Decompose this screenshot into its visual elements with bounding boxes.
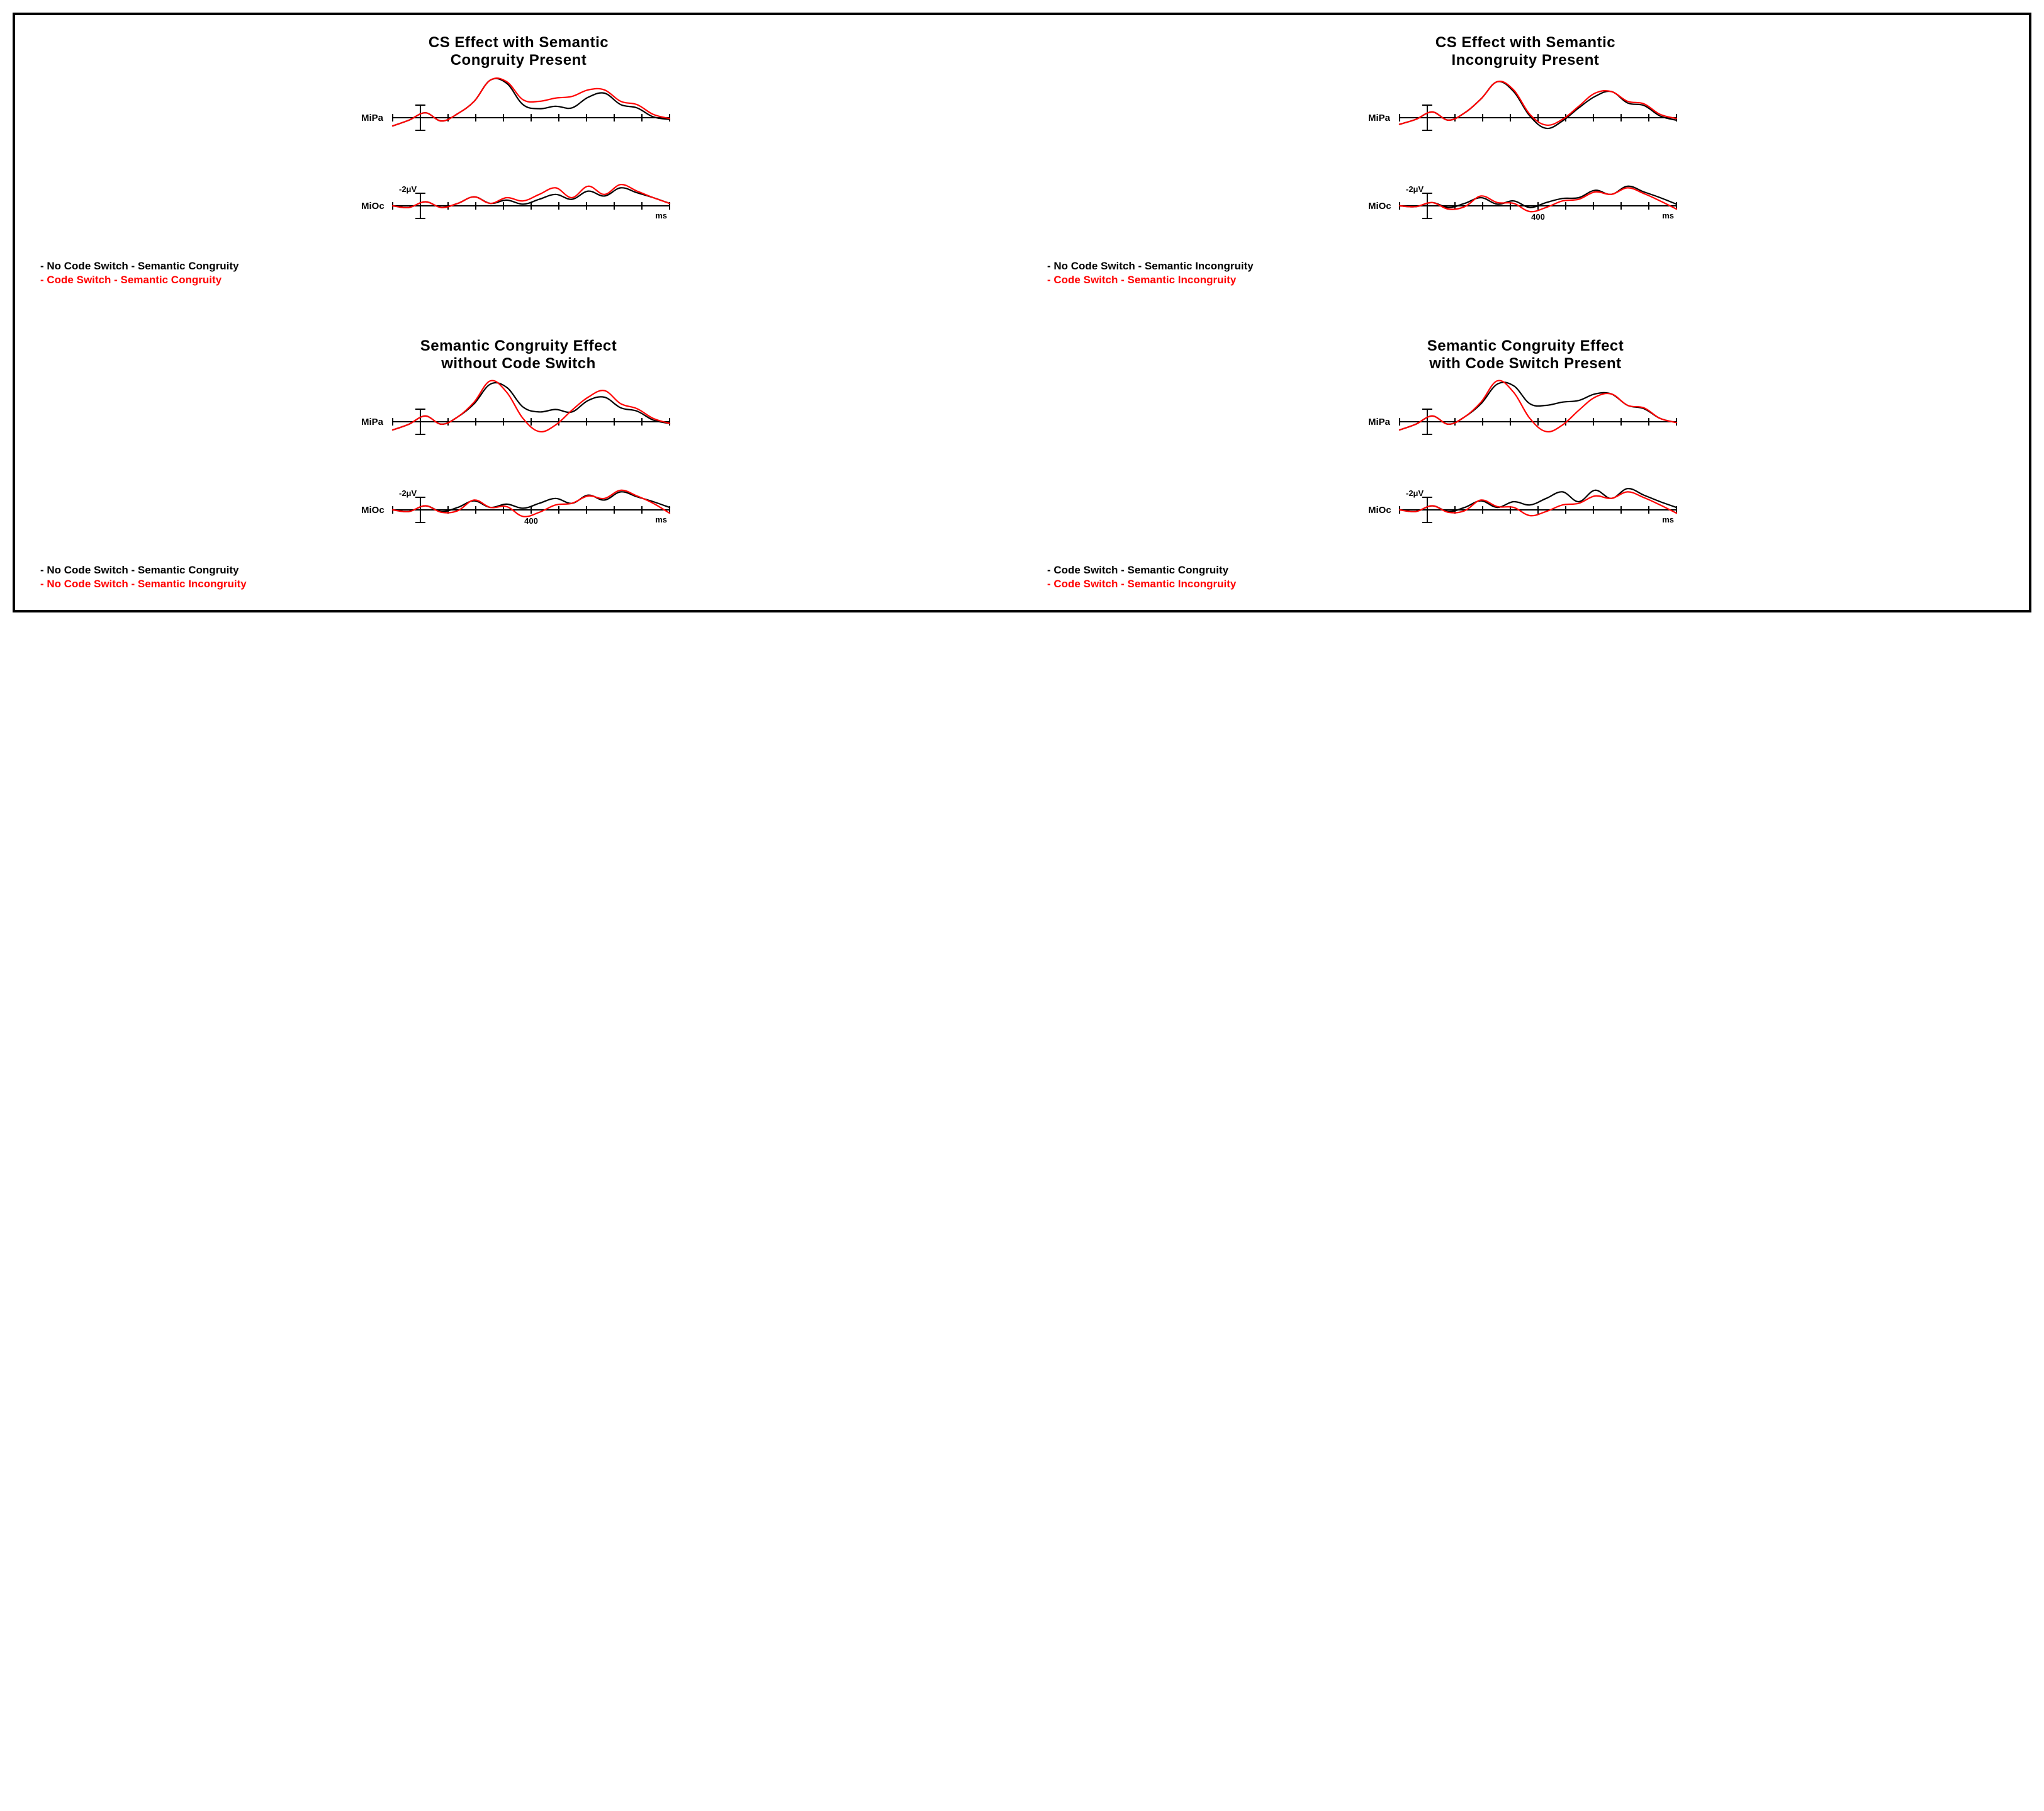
svg-text:MiPa: MiPa (361, 417, 384, 427)
panel-title: Semantic Congruity Effectwithout Code Sw… (420, 337, 617, 372)
svg-text:-2μV: -2μV (399, 184, 417, 194)
svg-text:400: 400 (1531, 212, 1545, 222)
chart-wrap: MiPa MiOc -2μV ms (1362, 378, 1689, 557)
svg-text:MiOc: MiOc (1368, 505, 1391, 516)
svg-text:MiOc: MiOc (361, 505, 385, 516)
legend-item: - Code Switch - Semantic Incongruity (1047, 577, 1236, 591)
panel: CS Effect with SemanticCongruity Present… (21, 34, 1016, 287)
chart-wrap: MiPa MiOc -2μV ms (355, 74, 682, 253)
chart-wrap: MiPa MiOc -2μV ms 400 (1362, 74, 1689, 253)
svg-text:MiOc: MiOc (361, 201, 385, 212)
svg-text:400: 400 (524, 516, 538, 526)
svg-text:MiOc: MiOc (1368, 201, 1391, 212)
svg-text:ms: ms (655, 515, 667, 524)
legend: - Code Switch - Semantic Congruity- Code… (1028, 563, 1236, 591)
panel: CS Effect with SemanticIncongruity Prese… (1028, 34, 2023, 287)
erp-chart: MiPa MiOc -2μV ms 400 (355, 378, 682, 554)
legend-item: - Code Switch - Semantic Congruity (1047, 563, 1236, 577)
legend: - No Code Switch - Semantic Congruity- N… (21, 563, 247, 591)
legend-item: - Code Switch - Semantic Congruity (40, 273, 239, 287)
erp-chart: MiPa MiOc -2μV ms (355, 74, 682, 250)
svg-text:-2μV: -2μV (1406, 488, 1424, 498)
svg-text:MiPa: MiPa (1368, 113, 1391, 123)
svg-text:ms: ms (1662, 515, 1674, 524)
svg-text:ms: ms (1662, 211, 1674, 220)
panel: Semantic Congruity Effectwithout Code Sw… (21, 337, 1016, 590)
erp-chart: MiPa MiOc -2μV ms (1362, 378, 1689, 554)
svg-text:MiPa: MiPa (1368, 417, 1391, 427)
figure-frame: CS Effect with SemanticCongruity Present… (13, 13, 2031, 612)
panel-title: Semantic Congruity Effectwith Code Switc… (1427, 337, 1624, 372)
panel-title: CS Effect with SemanticCongruity Present (429, 34, 609, 69)
legend: - No Code Switch - Semantic Congruity- C… (21, 259, 239, 287)
legend-item: - No Code Switch - Semantic Incongruity (40, 577, 247, 591)
panel: Semantic Congruity Effectwith Code Switc… (1028, 337, 2023, 590)
svg-text:-2μV: -2μV (399, 488, 417, 498)
svg-text:ms: ms (655, 211, 667, 220)
legend: - No Code Switch - Semantic Incongruity-… (1028, 259, 1254, 287)
legend-item: - No Code Switch - Semantic Incongruity (1047, 259, 1254, 273)
svg-text:MiPa: MiPa (361, 113, 384, 123)
erp-chart: MiPa MiOc -2μV ms 400 (1362, 74, 1689, 250)
legend-item: - No Code Switch - Semantic Congruity (40, 259, 239, 273)
panel-title: CS Effect with SemanticIncongruity Prese… (1435, 34, 1615, 69)
chart-wrap: MiPa MiOc -2μV ms 400 (355, 378, 682, 557)
legend-item: - Code Switch - Semantic Incongruity (1047, 273, 1254, 287)
svg-text:-2μV: -2μV (1406, 184, 1424, 194)
legend-item: - No Code Switch - Semantic Congruity (40, 563, 247, 577)
